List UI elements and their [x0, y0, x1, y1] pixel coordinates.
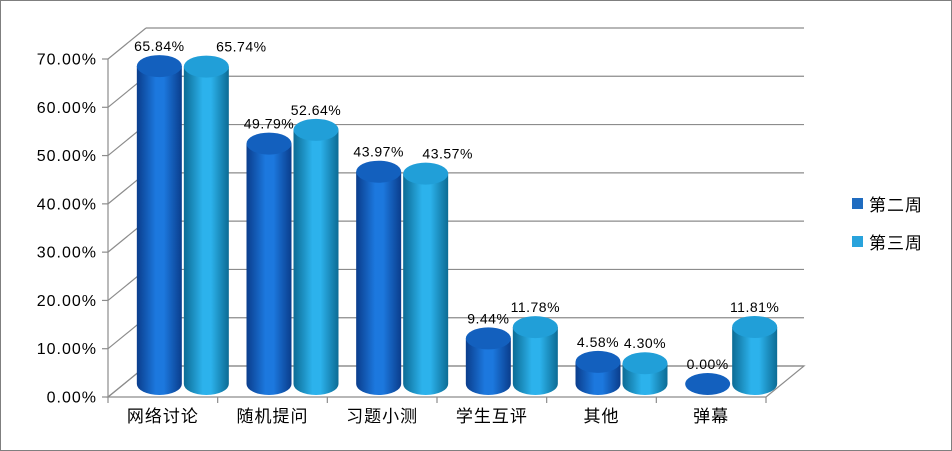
cylinder-top-s0-c0 — [136, 55, 182, 78]
y-axis-label: 50.00% — [37, 148, 97, 165]
legend-item-week3[interactable]: 第三周 — [852, 229, 923, 254]
y-axis-label: 20.00% — [37, 293, 97, 310]
cylinder-top-s1-c2 — [403, 162, 449, 185]
legend-label-week2: 第二周 — [869, 196, 923, 215]
data-label-s0-c3: 9.44% — [467, 310, 509, 326]
y-axis-label: 30.00% — [37, 245, 97, 262]
y-axis-label: 60.00% — [37, 100, 97, 117]
cylinder-top-s1-c4 — [622, 352, 668, 375]
data-label-s1-c4: 4.30% — [624, 335, 666, 351]
data-label-s0-c1: 49.79% — [244, 116, 294, 132]
y-axis-label: 70.00% — [37, 52, 97, 69]
data-label-s1-c2: 43.57% — [422, 146, 472, 162]
cylinder-body-s1-c3 — [512, 327, 558, 395]
category-label-c2: 习题小测 — [346, 407, 418, 426]
cylinder-body-s0-c1 — [246, 143, 292, 396]
legend-item-week2[interactable]: 第二周 — [852, 191, 923, 216]
category-label-c5: 弹幕 — [693, 407, 729, 426]
y-axis-label: 40.00% — [37, 196, 97, 213]
legend-label-week3: 第三周 — [869, 234, 923, 253]
cylinder-top-s1-c5 — [732, 315, 778, 338]
category-label-c0: 网络讨论 — [127, 407, 199, 426]
cylinder-top-s0-c1 — [246, 132, 292, 155]
data-label-s1-c3: 11.78% — [511, 299, 560, 315]
cylinder-top-s0-c5 — [685, 373, 731, 395]
category-label-c4: 其他 — [584, 407, 620, 426]
legend-swatch-week3-icon — [852, 236, 863, 247]
category-label-c3: 学生互评 — [456, 407, 528, 426]
legend: 第二周 第三周 — [852, 191, 923, 254]
data-label-s1-c0: 65.74% — [216, 39, 266, 55]
cylinder-top-s1-c0 — [183, 55, 229, 78]
depth-tick-connector — [107, 27, 147, 60]
data-label-s1-c5: 11.81% — [730, 299, 779, 315]
cylinder-body-s0-c3 — [465, 338, 511, 396]
data-label-s0-c2: 43.97% — [353, 144, 403, 160]
data-label-s1-c1: 52.64% — [291, 102, 341, 118]
cylinder-body-s1-c2 — [403, 173, 449, 396]
cylinder-top-s1-c1 — [293, 118, 339, 141]
cylinder-body-s1-c5 — [732, 326, 778, 396]
data-label-s0-c0: 65.84% — [134, 38, 184, 54]
data-label-s0-c4: 4.58% — [577, 334, 619, 350]
cylinder-body-s0-c0 — [136, 66, 182, 396]
cylinder-top-s0-c4 — [575, 350, 621, 373]
category-label-c1: 随机提问 — [237, 407, 309, 426]
legend-swatch-week2-icon — [852, 198, 863, 209]
cylinder-top-s1-c3 — [512, 316, 558, 339]
cylinder-top-s0-c3 — [465, 327, 511, 350]
cylinder-top-s0-c2 — [356, 160, 402, 183]
y-axis-label: 0.00% — [47, 390, 97, 407]
cylinder-body-s1-c0 — [183, 66, 229, 396]
y-axis-label: 10.00% — [37, 341, 97, 358]
cylinder-body-s0-c2 — [356, 171, 402, 396]
cylinder-body-s1-c1 — [293, 129, 339, 396]
data-label-s0-c5: 0.00% — [687, 356, 729, 372]
